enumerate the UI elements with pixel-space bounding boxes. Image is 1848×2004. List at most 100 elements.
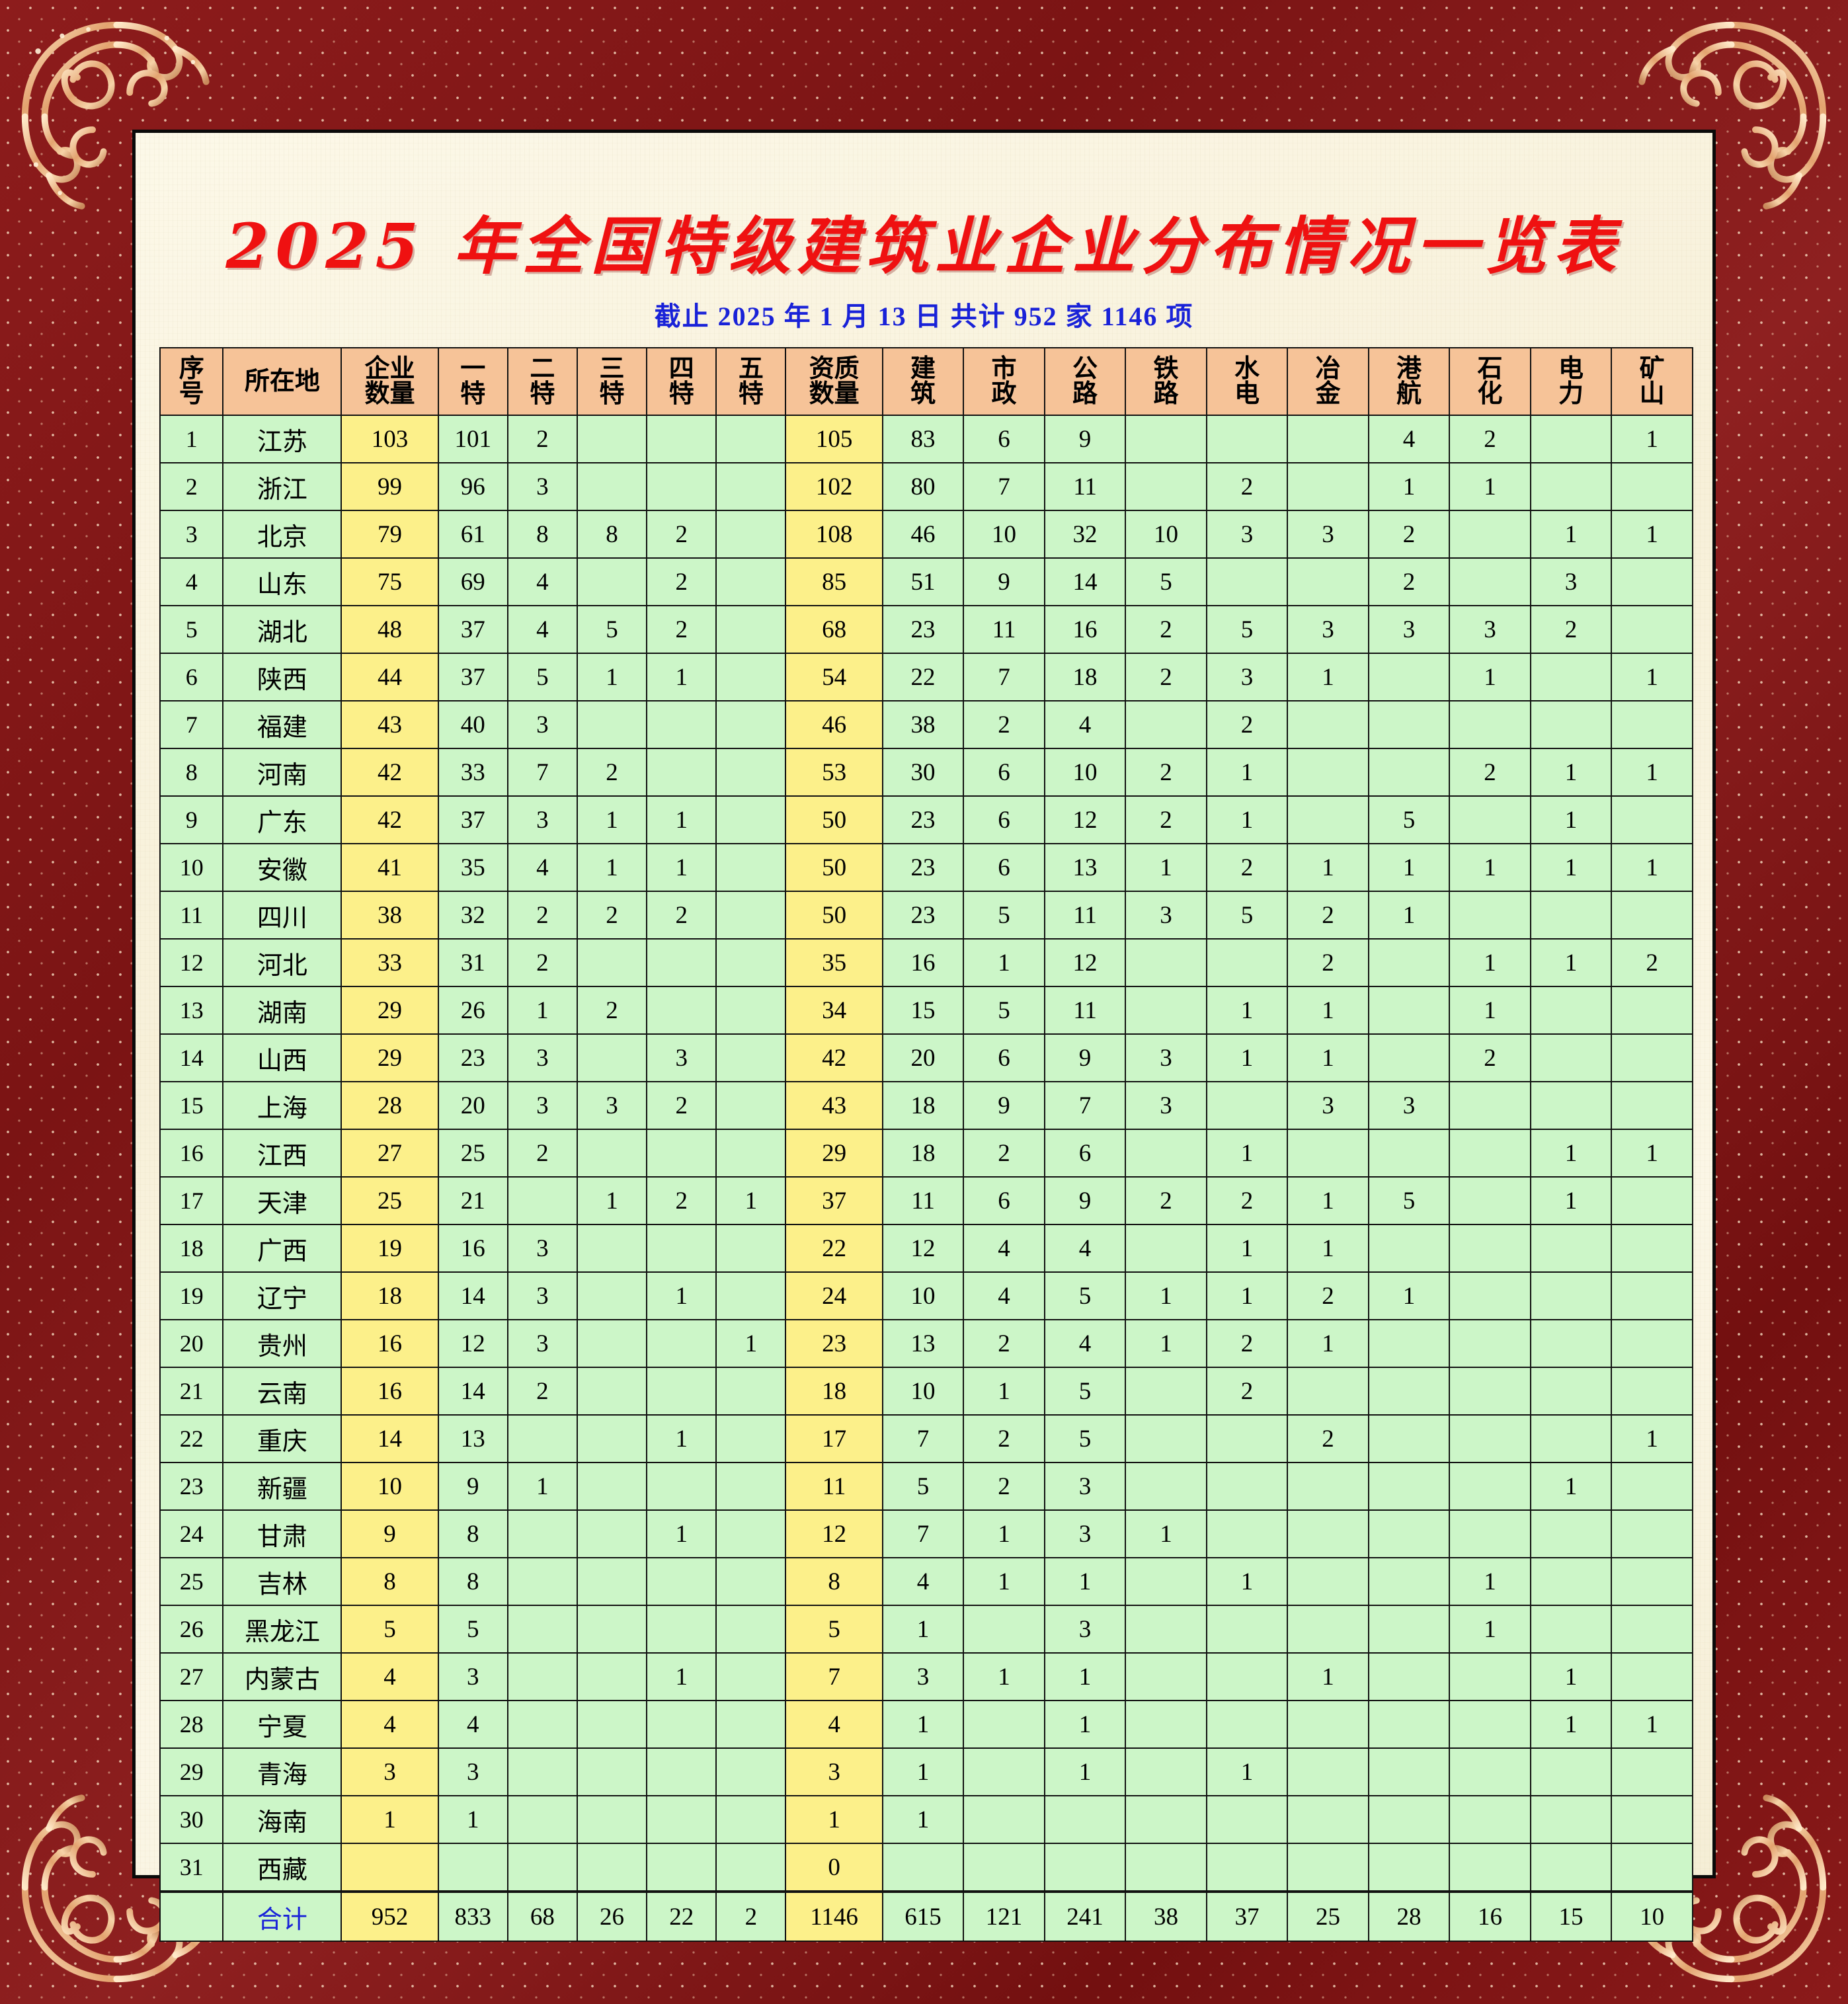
total-cell-qty: 952	[341, 1890, 439, 1942]
distribution-table-wrapper: 序号所在地 企业 数量一特二特三特四特五特资质 数量建筑市政公路铁路水电冶金港航石化电…	[159, 347, 1693, 1942]
cell-jz: 4	[881, 1557, 965, 1606]
cell-qty: 9	[341, 1509, 439, 1558]
cell-ks: 1	[1611, 510, 1693, 559]
cell-t4: 2	[646, 1081, 717, 1130]
cell-t1: 4	[437, 1700, 508, 1749]
cell-dl: 1	[1529, 1462, 1613, 1511]
cell-sd: 5	[1205, 605, 1289, 654]
cell-qty: 43	[341, 700, 439, 749]
cell-gl: 14	[1043, 557, 1127, 606]
cell-jz: 1	[881, 1605, 965, 1654]
cell-sz: 6	[963, 748, 1045, 797]
cell-idx: 14	[159, 1033, 224, 1082]
cell-t1: 20	[437, 1081, 508, 1130]
cell-tl: 3	[1125, 1081, 1207, 1130]
cell-sd	[1205, 557, 1289, 606]
cell-t3	[576, 1224, 648, 1273]
cell-t4	[646, 1795, 717, 1844]
cell-dl	[1529, 1271, 1613, 1320]
column-header-t4: 四特	[646, 347, 717, 416]
cell-place: 新疆	[222, 1462, 342, 1511]
cell-sd	[1205, 1700, 1289, 1749]
cell-yj	[1287, 1843, 1369, 1892]
cell-gh: 4	[1367, 415, 1451, 463]
cell-t1: 101	[437, 415, 508, 463]
cell-qty: 3	[341, 1747, 439, 1796]
cell-tl: 2	[1125, 1176, 1207, 1225]
table-row: 10 安徽 41 35 4 1 1 50 23 6 13 1 2 1 1 1 1 1	[159, 843, 1693, 892]
cell-sz: 9	[963, 1081, 1045, 1130]
cell-t5	[715, 1557, 787, 1606]
cell-gl: 11	[1043, 462, 1127, 511]
cell-t5	[715, 1700, 787, 1749]
cell-sh: 3	[1449, 605, 1531, 654]
cell-t3	[576, 700, 648, 749]
cell-tl	[1125, 1700, 1207, 1749]
cell-gh: 1	[1367, 843, 1451, 892]
cell-t3	[576, 1557, 648, 1606]
cell-sz	[963, 1700, 1045, 1749]
cell-sd: 1	[1205, 1557, 1289, 1606]
cell-zz: 7	[785, 1652, 883, 1701]
cell-t2: 3	[506, 1081, 578, 1130]
cell-jz: 16	[881, 938, 965, 987]
cell-t1: 16	[437, 1224, 508, 1273]
cell-dl	[1529, 700, 1613, 749]
cell-idx: 29	[159, 1747, 224, 1796]
cell-zz: 46	[785, 700, 883, 749]
cell-jz: 22	[881, 653, 965, 701]
cell-yj: 2	[1287, 891, 1369, 940]
table-row: 4 山东 75 69 4 2 85 51 9 14 5 2 3	[159, 557, 1693, 606]
total-cell-gl: 241	[1043, 1890, 1127, 1942]
cell-t3	[576, 1462, 648, 1511]
cell-gl: 1	[1043, 1747, 1127, 1796]
cell-yj	[1287, 1700, 1369, 1749]
cell-sz: 7	[963, 462, 1045, 511]
cell-ks	[1611, 1747, 1693, 1796]
cell-jz: 5	[881, 1462, 965, 1511]
cell-place: 海南	[222, 1795, 342, 1844]
total-cell-t3: 26	[576, 1890, 648, 1942]
cell-gl: 13	[1043, 843, 1127, 892]
cell-t2: 5	[506, 653, 578, 701]
cell-t4	[646, 700, 717, 749]
page-subtitle: 截止 2025 年 1 月 13 日 共计 952 家 1146 项	[654, 301, 1194, 331]
cell-gh: 1	[1367, 462, 1451, 511]
cell-gl: 6	[1043, 1129, 1127, 1178]
table-row: 17 天津 25 21 1 2 1 37 11 6 9 2 2 1 5 1	[159, 1176, 1693, 1225]
cell-sd	[1205, 415, 1289, 463]
column-header-t2: 二特	[506, 347, 578, 416]
cell-t3	[576, 1700, 648, 1749]
cell-ks: 1	[1611, 653, 1693, 701]
cell-zz: 54	[785, 653, 883, 701]
cell-tl	[1125, 1605, 1207, 1654]
cell-qty: 25	[341, 1176, 439, 1225]
cell-sz: 5	[963, 891, 1045, 940]
cell-t5	[715, 843, 787, 892]
cell-zz: 85	[785, 557, 883, 606]
cell-zz: 12	[785, 1509, 883, 1558]
cell-gl: 12	[1043, 795, 1127, 844]
cell-t1: 13	[437, 1414, 508, 1463]
cell-t2	[506, 1700, 578, 1749]
cell-sh	[1449, 795, 1531, 844]
cell-dl	[1529, 1605, 1613, 1654]
cell-qty: 79	[341, 510, 439, 559]
table-row: 3 北京 79 61 8 8 2 108 46 10 32 10 3 3 2 1 1	[159, 510, 1693, 559]
cell-t5	[715, 1795, 787, 1844]
cell-t5	[715, 462, 787, 511]
cell-t5	[715, 605, 787, 654]
cell-t2: 3	[506, 700, 578, 749]
cell-gh	[1367, 1414, 1451, 1463]
cell-t4	[646, 1557, 717, 1606]
cell-jz: 1	[881, 1747, 965, 1796]
cell-gl: 7	[1043, 1081, 1127, 1130]
cell-zz: 34	[785, 986, 883, 1035]
cell-ks	[1611, 986, 1693, 1035]
cell-gh	[1367, 1224, 1451, 1273]
table-row: 21 云南 16 14 2 18 10 1 5 2	[159, 1367, 1693, 1416]
cell-t3: 1	[576, 1176, 648, 1225]
total-cell-sh: 16	[1449, 1890, 1531, 1942]
total-cell-yj: 25	[1287, 1890, 1369, 1942]
cell-dl	[1529, 1557, 1613, 1606]
